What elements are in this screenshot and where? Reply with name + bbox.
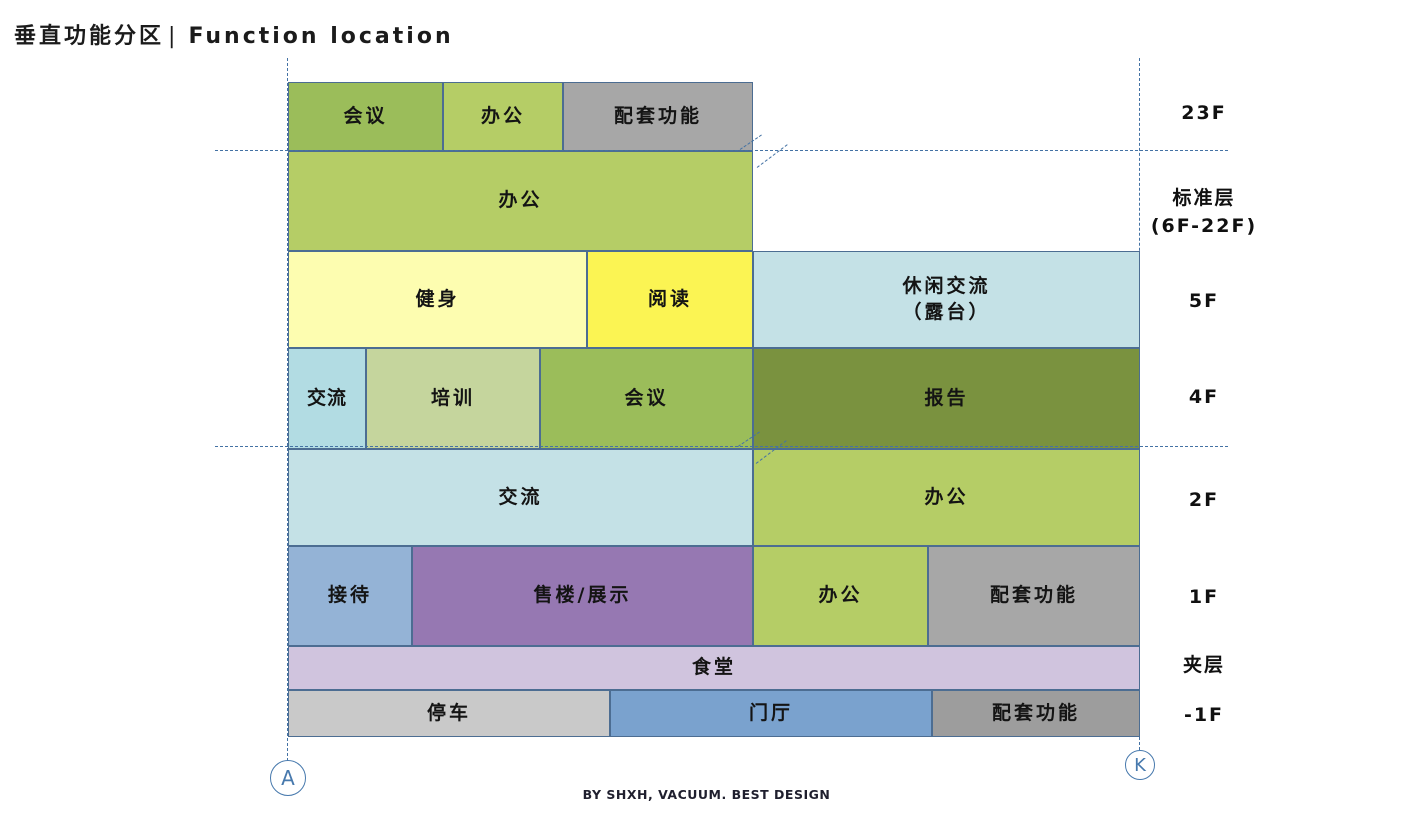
block-standard-office: 办公: [288, 151, 753, 251]
footer-credit: BY SHXH, VACUUM. BEST DESIGN: [582, 787, 831, 802]
zone-label: 健身: [415, 287, 460, 310]
page-title: 垂直功能分区 | Function location: [14, 18, 454, 50]
level-line-23f: [215, 150, 1228, 151]
block-2f-office: 办公: [753, 449, 1140, 546]
level-line-2f: [215, 446, 1228, 447]
zone-label: 会议: [624, 386, 669, 409]
block-4f-lecture: 报告: [753, 348, 1140, 449]
block-2f-exchange: 交流: [288, 449, 753, 546]
zone-label: 报告: [924, 386, 969, 409]
floor-label-standard-main: 标准层: [1172, 187, 1236, 209]
zone-label: 停车: [426, 701, 471, 724]
block-23f-office: 办公: [443, 82, 563, 151]
floor-label-23f: 23F: [1181, 102, 1227, 124]
block-4f-training: 培训: [366, 348, 540, 449]
break-mark-upper-2: [756, 144, 788, 168]
zone-label: 交流: [498, 485, 543, 508]
zone-label: 交流: [306, 386, 347, 409]
grid-mark-k-letter: K: [1134, 754, 1146, 776]
block-1f-support: 配套功能: [928, 546, 1140, 646]
zone-label: 接待: [327, 584, 372, 607]
grid-mark-a-letter: A: [281, 766, 295, 790]
zone-label: 办公: [498, 189, 543, 212]
zone-label: 配套功能: [989, 584, 1078, 607]
page-title-divider: |: [168, 24, 179, 49]
zone-label: 食堂: [691, 656, 736, 679]
block-4f-exchange: 交流: [288, 348, 366, 449]
floor-label-standard: 标准层 (6F-22F): [1140, 184, 1268, 240]
floor-label-4f: 4F: [1188, 386, 1220, 408]
grid-line-a: [287, 58, 288, 761]
floor-label-b1: -1F: [1183, 704, 1225, 726]
zone-label: 办公: [818, 584, 863, 607]
floor-label-standard-range: (6F-22F): [1150, 215, 1258, 237]
floor-label-mezzanine: 夹层: [1182, 654, 1225, 676]
floor-label-5f: 5F: [1188, 290, 1220, 312]
zone-label: 配套功能: [991, 701, 1080, 724]
zone-label: 培训: [430, 386, 475, 409]
zone-label: 阅读: [647, 287, 692, 310]
block-23f-meeting: 会议: [288, 82, 443, 151]
zone-label: 售楼/展示: [533, 584, 632, 607]
block-5f-reading: 阅读: [587, 251, 753, 348]
page-title-zh: 垂直功能分区: [14, 24, 165, 49]
zone-label-line1: 休闲交流: [902, 274, 991, 297]
zone-label-line2: （露台）: [902, 300, 991, 323]
grid-mark-k: K: [1125, 750, 1155, 780]
floor-label-2f: 2F: [1188, 489, 1220, 511]
zone-label: 办公: [924, 485, 969, 508]
block-b1-support: 配套功能: [932, 690, 1140, 737]
block-1f-reception: 接待: [288, 546, 412, 646]
floor-label-1f: 1F: [1188, 586, 1220, 608]
block-1f-office: 办公: [753, 546, 928, 646]
zone-label: 办公: [480, 104, 525, 127]
grid-mark-a: A: [270, 760, 306, 796]
block-5f-leisure-terrace: 休闲交流 （露台）: [753, 251, 1140, 348]
block-mezzanine-canteen: 食堂: [288, 646, 1140, 690]
zone-label: 门厅: [748, 701, 793, 724]
block-b1-parking: 停车: [288, 690, 610, 737]
block-b1-entrance-hall: 门厅: [610, 690, 932, 737]
zone-label: 休闲交流 （露台）: [902, 274, 990, 325]
block-5f-gym: 健身: [288, 251, 587, 348]
block-1f-sales-exhibition: 售楼/展示: [412, 546, 753, 646]
block-23f-support: 配套功能: [563, 82, 753, 151]
zone-label: 配套功能: [613, 104, 702, 127]
zone-label: 会议: [343, 104, 388, 127]
block-4f-meeting: 会议: [540, 348, 753, 449]
page-title-en: Function location: [188, 24, 454, 49]
